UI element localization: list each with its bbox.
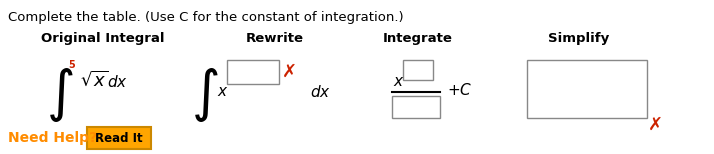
Text: $\int$: $\int$ (191, 66, 218, 124)
Text: 5: 5 (69, 60, 76, 70)
FancyBboxPatch shape (87, 127, 151, 149)
Bar (403, 60, 433, 80)
Text: $\int$: $\int$ (46, 66, 74, 124)
Text: Rewrite: Rewrite (246, 32, 304, 45)
Text: $dx$: $dx$ (310, 84, 331, 100)
Text: Integrate: Integrate (383, 32, 453, 45)
Text: Complete the table. (Use C for the constant of integration.): Complete the table. (Use C for the const… (8, 11, 403, 24)
Text: $+ C$: $+ C$ (447, 82, 473, 98)
Text: $dx$: $dx$ (107, 74, 128, 90)
Bar (227, 60, 279, 84)
Bar (392, 96, 440, 118)
Bar (527, 60, 647, 118)
Text: Simplify: Simplify (548, 32, 610, 45)
Text: ✗: ✗ (648, 116, 663, 134)
Text: $x$: $x$ (217, 85, 228, 99)
Text: Read It: Read It (95, 132, 143, 144)
Text: Need Help?: Need Help? (8, 131, 97, 145)
Text: Original Integral: Original Integral (41, 32, 165, 45)
Text: ✗: ✗ (281, 63, 296, 81)
Text: $\sqrt{x}$: $\sqrt{x}$ (80, 70, 109, 90)
Text: $x$: $x$ (393, 75, 405, 89)
